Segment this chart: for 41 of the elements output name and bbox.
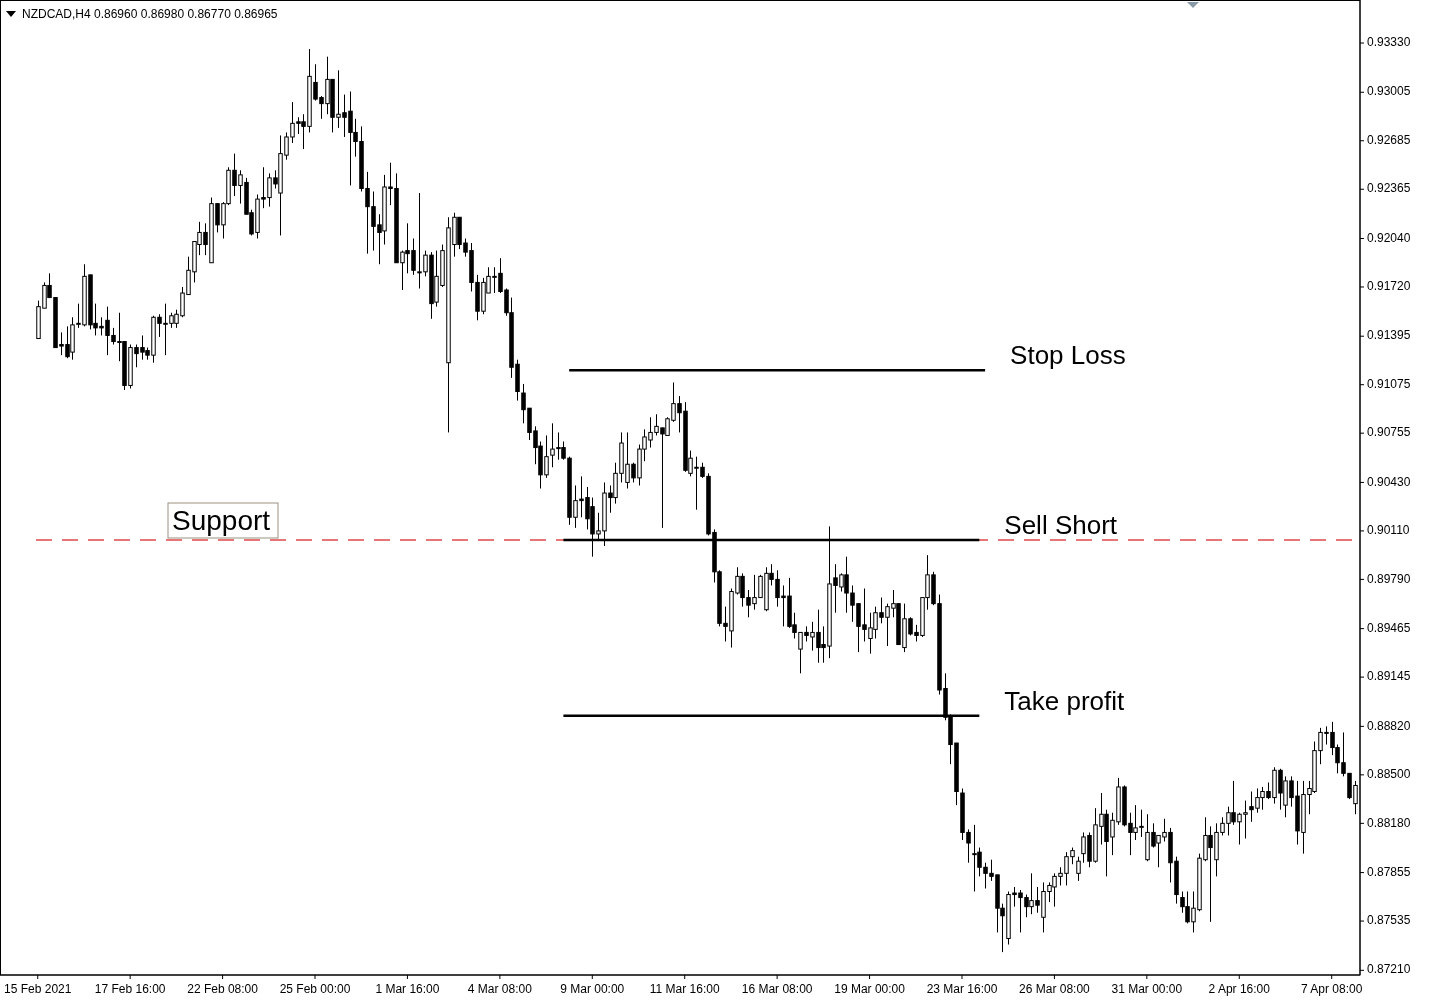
ref-line-label: Support [172, 505, 271, 536]
y-tick-label: 0.87535 [1367, 913, 1411, 928]
y-tick-label: 0.91075 [1367, 376, 1411, 391]
x-tick-label: 1 Mar 16:00 [375, 982, 440, 996]
x-tick-label: 7 Apr 08:00 [1301, 982, 1363, 996]
x-tick-label: 17 Feb 16:00 [94, 982, 166, 996]
y-tick-label: 0.92365 [1367, 181, 1411, 196]
y-tick-label: 0.93330 [1367, 35, 1411, 50]
y-tick-label: 0.92685 [1367, 132, 1411, 147]
x-tick-label: 2 Apr 16:00 [1208, 982, 1271, 996]
y-tick-label: 0.88180 [1367, 815, 1411, 830]
y-tick-label: 0.87855 [1367, 864, 1411, 879]
x-tick-label: 11 Mar 16:00 [649, 982, 720, 996]
series-label: Stop Loss [1010, 340, 1126, 371]
x-tick-label: 23 Mar 16:00 [926, 982, 998, 996]
y-tick-label: 0.92040 [1367, 230, 1411, 245]
y-tick-label: 0.88500 [1367, 767, 1411, 782]
x-tick-label: 15 Feb 2021 [4, 982, 72, 996]
x-tick-label: 9 Mar 00:00 [560, 982, 625, 996]
x-tick-label: 4 Mar 08:00 [467, 982, 533, 996]
y-tick-label: 0.90430 [1367, 474, 1411, 489]
y-tick-label: 0.88820 [1367, 718, 1411, 733]
y-tick-label: 0.93005 [1367, 84, 1411, 99]
y-tick-label: 0.91395 [1367, 328, 1411, 343]
x-tick-label: 31 Mar 00:00 [1111, 982, 1183, 996]
y-tick-label: 0.89465 [1367, 620, 1411, 635]
text: NZDCAD,H4 0.86960 0.86980 0.86770 0.86965 [22, 7, 278, 21]
series-label: Sell Short [1004, 510, 1118, 540]
y-tick-label: 0.89145 [1367, 669, 1411, 684]
y-tick-label: 0.89790 [1367, 571, 1411, 586]
x-tick-label: 19 Mar 00:00 [834, 982, 906, 996]
x-tick-label: 16 Mar 08:00 [741, 982, 813, 996]
x-tick-label: 26 Mar 08:00 [1019, 982, 1091, 996]
y-tick-label: 0.90755 [1367, 425, 1411, 440]
y-tick-label: 0.91720 [1367, 279, 1411, 294]
candlestick [1076, 856, 1081, 882]
series-label: Take profit [1004, 685, 1126, 716]
x-tick-label: 25 Feb 00:00 [279, 982, 351, 996]
x-tick-label: 22 Feb 08:00 [187, 982, 259, 996]
y-tick-label: 0.90110 [1367, 523, 1410, 538]
y-tick-label: 0.87210 [1367, 962, 1411, 977]
